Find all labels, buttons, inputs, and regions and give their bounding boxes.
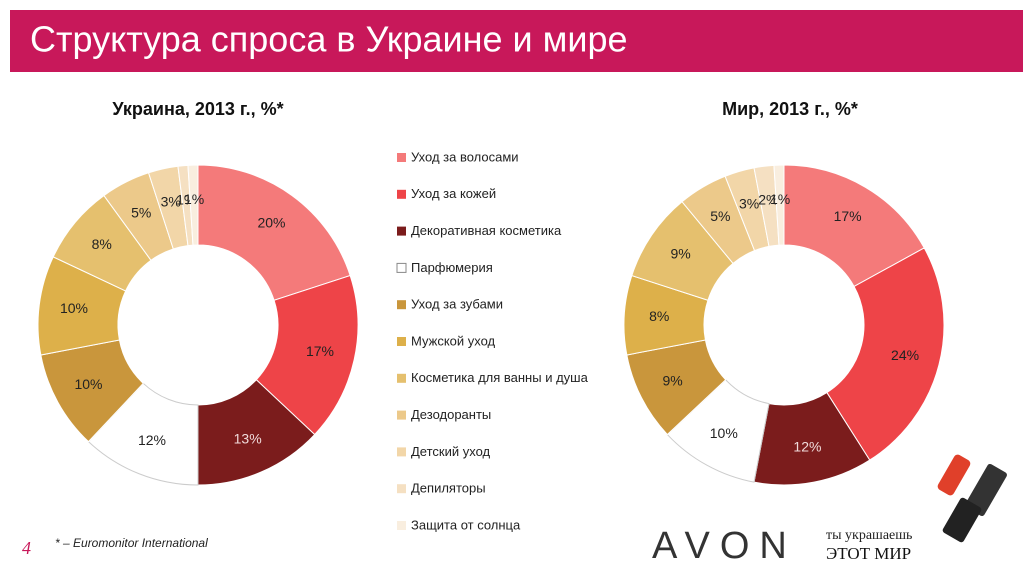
data-label: 9% <box>670 245 690 261</box>
data-label: 8% <box>92 236 112 252</box>
data-label: 9% <box>663 372 683 388</box>
data-label: 12% <box>138 432 166 448</box>
legend-swatch <box>397 373 406 383</box>
legend-swatch <box>397 153 406 162</box>
slogan-top: ты украшаешь <box>826 528 912 543</box>
data-label: 5% <box>131 204 151 220</box>
donut-slice <box>197 164 351 301</box>
page-number: 4 <box>22 538 31 558</box>
data-label: 13% <box>234 430 262 446</box>
legend-swatch <box>396 262 407 273</box>
legend-swatch <box>397 410 406 420</box>
data-label: 20% <box>257 215 285 231</box>
legend-swatch <box>397 447 406 457</box>
data-label: 1% <box>184 191 204 207</box>
data-label: 17% <box>306 343 334 359</box>
data-label: 1% <box>770 191 790 207</box>
legend-label: Декоративная косметика <box>411 223 562 238</box>
donut-slice <box>783 164 925 288</box>
legend-label: Защита от солнца <box>411 517 521 532</box>
legend-swatch <box>397 300 406 310</box>
donut-slice <box>255 274 359 436</box>
data-label: 8% <box>649 308 669 324</box>
data-label: 12% <box>793 438 821 454</box>
legend-label: Детский уход <box>411 444 491 459</box>
donut-slice <box>773 164 785 246</box>
header-band <box>10 10 1023 72</box>
legend-label: Депиляторы <box>411 481 486 496</box>
data-label: 17% <box>834 208 862 224</box>
data-label: 3% <box>161 194 181 210</box>
legend-swatch <box>397 484 406 494</box>
legend-label: Косметика для ванны и душа <box>411 370 589 385</box>
data-label: 5% <box>710 208 730 224</box>
chart-title: Украина, 2013 г., %* <box>112 99 283 119</box>
legend-label: Уход за волосами <box>411 149 519 164</box>
data-label: 10% <box>74 376 102 392</box>
data-label: 10% <box>710 425 738 441</box>
legend-swatch <box>397 189 406 199</box>
data-label: 3% <box>739 196 759 212</box>
brand-logo: AVON <box>652 525 797 567</box>
lipstick-icon <box>937 454 1007 543</box>
chart-title: Мир, 2013 г., %* <box>722 99 858 119</box>
footnote: * – Euromonitor International <box>55 536 208 550</box>
legend-label: Уход за зубами <box>411 297 503 312</box>
slide-title: Структура спроса в Украине и мире <box>30 19 628 60</box>
data-label: 24% <box>891 347 919 363</box>
legend-label: Уход за кожей <box>411 186 496 201</box>
legend-swatch <box>397 226 406 236</box>
legend-swatch <box>397 337 406 346</box>
legend-label: Парфюмерия <box>411 260 493 275</box>
donut-slice <box>187 164 199 246</box>
data-label: 10% <box>60 300 88 316</box>
data-label: 2% <box>758 192 778 208</box>
donut-slice <box>826 247 945 461</box>
slogan-bottom: ЭТОТ МИР <box>826 544 911 563</box>
legend-label: Дезодоранты <box>411 407 491 422</box>
legend-swatch <box>397 521 406 530</box>
legend-label: Мужской уход <box>411 333 496 348</box>
